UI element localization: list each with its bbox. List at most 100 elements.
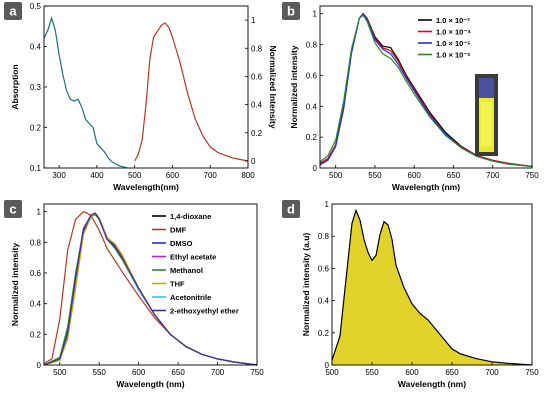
legend-entry: Ethyl acetate — [170, 253, 216, 262]
panel-a: 300 400 500 600 700 800 0.1 0.2 0.3 0.4 0.5 0 0.2 0.4… — [4, 2, 278, 192]
legend-entry: 1.0 × 10⁻⁶ — [436, 51, 471, 60]
x-axis-label: Wavelength (nm) — [392, 182, 460, 192]
y-tick-label: 0.6 — [30, 269, 42, 278]
cuvette-top — [479, 78, 494, 98]
x-axis-label: Wavelength (nm) — [116, 379, 184, 389]
x-tick-label: 800 — [241, 171, 255, 180]
x-tick-label: 700 — [211, 368, 225, 377]
series-line-1 — [319, 12, 533, 168]
x-tick-label: 600 — [166, 171, 180, 180]
x-tick-label: 750 — [525, 368, 539, 377]
y-tick-label: 0.1 — [30, 164, 42, 173]
series-line-3 — [319, 12, 533, 168]
cuvette-glow — [481, 102, 492, 146]
legend-entry: DMSO — [170, 239, 193, 248]
panel-d: 500 550 600 650 700 750 0 0.2 0.4 0.6 0.8 1 Waveleng… — [282, 200, 539, 389]
y-tick-label: 0.2 — [306, 133, 318, 142]
x-tick-label: 650 — [447, 171, 461, 180]
y-tick-label: 0.6 — [306, 71, 318, 80]
legend-entry: THF — [170, 280, 185, 289]
x-tick-label: 600 — [132, 368, 146, 377]
legend: 1.0 × 10⁻³ 1.0 × 10⁻⁴ 1.0 × 10⁻⁵ 1.0 × 10⁻⁶ — [418, 16, 471, 60]
y-tick-label: 0.8 — [30, 238, 42, 247]
series-line-2 — [134, 22, 249, 162]
y-tick-label: 0 — [313, 164, 318, 173]
x-axis-label: Wavelength(nm) — [113, 182, 179, 192]
plot-frame — [43, 203, 258, 366]
series-line-2 — [319, 12, 533, 168]
plot-frame — [43, 5, 249, 169]
legend-entry: 1,4-dioxane — [170, 212, 211, 221]
panel-label: c — [9, 202, 16, 217]
y-tick-label: 0.2 — [318, 329, 330, 338]
panel-label: a — [9, 4, 17, 19]
plot-frame — [319, 5, 533, 169]
legend-entry: 2-ethoxyethyl ether — [170, 307, 239, 316]
panel-label: b — [287, 4, 295, 19]
panel-label: d — [287, 202, 295, 217]
y-right-tick-label: 0.2 — [251, 129, 263, 138]
y-right-tick-label: 0 — [251, 157, 256, 166]
x-tick-label: 500 — [325, 368, 339, 377]
y-tick-label: 1 — [313, 10, 318, 19]
x-axis-label: Wavelength (nm) — [398, 379, 466, 389]
legend-entry: 1.0 × 10⁻⁴ — [436, 28, 471, 37]
series-line-1 — [331, 208, 533, 366]
y-right-tick-label: 1 — [251, 16, 256, 25]
panel-label-badge — [4, 2, 22, 20]
x-tick-label: 650 — [171, 368, 185, 377]
y-tick-label: 0 — [37, 361, 42, 370]
y-tick-label: 0.4 — [306, 102, 318, 111]
y-tick-label: 0.2 — [30, 124, 42, 133]
series-line-1 — [43, 16, 128, 169]
y-tick-label: 0.2 — [30, 330, 42, 339]
y-axis-label: Normalized intensity — [10, 243, 20, 326]
panel-b: 500 550 600 650 700 750 0 0.2 0.4 0.6 0.8 1 Waveleng… — [282, 2, 539, 192]
x-tick-label: 700 — [486, 171, 500, 180]
y-tick-label: 0.8 — [318, 232, 330, 241]
y-tick-label: 0.4 — [30, 300, 42, 309]
x-tick-label: 550 — [368, 171, 382, 180]
x-tick-label: 400 — [90, 171, 104, 180]
legend: 1,4-dioxane DMF DMSO Ethyl acetate Methanol T… — [152, 212, 239, 316]
y-axis-label: Normalized intensity — [289, 45, 299, 128]
y-axis-label: Normalized intensity (a.u) — [301, 233, 311, 337]
plot-frame — [331, 203, 533, 366]
y-tick-label: 0.5 — [30, 2, 42, 11]
x-tick-label: 300 — [52, 171, 66, 180]
legend-entry: Acetonitrile — [170, 293, 211, 302]
area-fill — [332, 210, 532, 365]
legend-entry: 1.0 × 10⁻⁵ — [436, 39, 471, 48]
series-line-6 — [43, 212, 258, 366]
y-right-tick-label: 0.8 — [251, 44, 263, 53]
y-tick-label: 0 — [325, 361, 330, 370]
x-tick-label: 500 — [329, 171, 343, 180]
panel-label-badge — [282, 200, 300, 218]
y-right-axis-label: Normalized Intensity — [268, 45, 278, 128]
legend-entry: DMF — [170, 226, 187, 235]
y-axis-label: Absorption — [10, 64, 20, 109]
y-right-tick-label: 0.4 — [251, 101, 263, 110]
x-tick-label: 500 — [53, 368, 67, 377]
y-tick-label: 0.6 — [318, 264, 330, 273]
x-tick-label: 600 — [408, 171, 422, 180]
series-line-4 — [319, 14, 533, 168]
x-tick-label: 650 — [445, 368, 459, 377]
y-tick-label: 0.8 — [306, 41, 318, 50]
x-tick-label: 750 — [250, 368, 264, 377]
y-tick-label: 1 — [37, 208, 42, 217]
x-tick-label: 550 — [93, 368, 107, 377]
x-tick-label: 500 — [128, 171, 142, 180]
cuvette-photo — [475, 74, 498, 156]
y-tick-label: 1 — [325, 200, 330, 209]
y-tick-label: 0.3 — [30, 83, 42, 92]
x-tick-label: 750 — [525, 171, 539, 180]
x-tick-label: 700 — [204, 171, 218, 180]
legend-entry: Methanol — [170, 266, 203, 275]
x-tick-label: 550 — [365, 368, 379, 377]
panel-label-badge — [4, 200, 22, 218]
panel-label-badge — [282, 2, 300, 20]
x-tick-label: 700 — [485, 368, 499, 377]
legend-entry: 1.0 × 10⁻³ — [436, 16, 470, 25]
